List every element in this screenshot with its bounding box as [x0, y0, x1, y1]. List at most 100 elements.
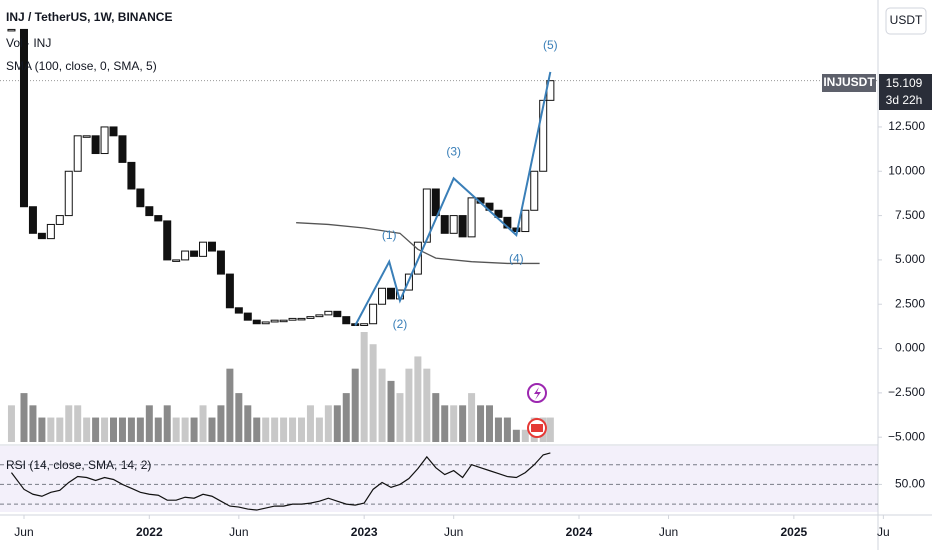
candle: [19, 28, 28, 208]
volume-bar: [190, 417, 198, 442]
volume-bar: [172, 417, 180, 442]
candle: [431, 188, 440, 217]
x-tick-label: 2025: [781, 525, 808, 539]
volume-bar: [136, 417, 144, 442]
candle: [539, 99, 548, 172]
x-tick-label: 2024: [566, 525, 593, 539]
currency-button[interactable]: [885, 7, 927, 35]
wave-label: (5): [543, 38, 558, 52]
symbol-label: INJUSDT: [823, 75, 875, 89]
volume-bar: [280, 417, 288, 442]
candle: [82, 135, 91, 138]
candle: [521, 209, 530, 233]
volume-bar: [74, 405, 82, 442]
candle: [64, 170, 73, 217]
x-tick-label: 2023: [351, 525, 378, 539]
volume-bar: [118, 417, 126, 442]
volume-bar: [47, 417, 55, 442]
x-tick-label: Ju: [877, 525, 890, 539]
candle: [100, 126, 109, 155]
volume-bar: [351, 368, 359, 442]
candle: [333, 310, 342, 318]
volume-bar: [271, 417, 279, 442]
volume-bar: [378, 368, 386, 442]
rsi-tick-label: 50.00: [895, 477, 925, 491]
candle: [234, 307, 243, 314]
last-price-bg: [879, 74, 932, 110]
event-icon-glyph: [534, 387, 541, 400]
wave-label: (1): [382, 228, 397, 242]
countdown: 3d 22h: [886, 93, 923, 107]
volume-bar: [521, 429, 529, 442]
volume-bar: [459, 405, 467, 442]
volume-bar: [262, 417, 270, 442]
economic-icon-glyph: [531, 424, 543, 432]
candle: [154, 215, 163, 222]
candle: [207, 241, 216, 252]
candle: [199, 241, 208, 257]
candle: [73, 135, 82, 172]
candle: [324, 310, 333, 316]
candle: [91, 135, 100, 155]
y-tick-label: 12.500: [888, 119, 925, 133]
volume-bar: [297, 417, 305, 442]
candle: [530, 170, 539, 211]
volume-bar: [208, 417, 216, 442]
candle: [145, 206, 154, 217]
volume-bar: [468, 393, 476, 442]
sma-title: SMA (100, close, 0, SMA, 5): [6, 59, 157, 73]
candle: [369, 303, 378, 325]
candle: [378, 287, 387, 305]
x-tick-label: Jun: [14, 525, 33, 539]
candle: [449, 215, 458, 234]
candle: [297, 317, 306, 321]
wave-label: (3): [446, 145, 461, 159]
currency: USDT: [890, 13, 923, 27]
volume-bar: [423, 368, 431, 442]
volume-bar: [253, 417, 261, 442]
volume-bar: [512, 429, 520, 442]
volume-bar: [315, 417, 323, 442]
x-tick-label: Jun: [659, 525, 678, 539]
volume-bar: [7, 405, 15, 442]
candle: [172, 259, 181, 262]
volume-bar: [163, 405, 171, 442]
wave-label: (2): [393, 317, 408, 331]
volume-bar: [226, 368, 234, 442]
volume-bar: [503, 417, 511, 442]
volume-bar: [405, 368, 413, 442]
volume-bar: [477, 405, 485, 442]
candle: [46, 223, 55, 240]
volume-bar: [181, 417, 189, 442]
candle: [422, 188, 431, 243]
volume-bar: [56, 417, 64, 442]
last-price: 15.109: [886, 76, 923, 90]
volume-bar: [432, 393, 440, 442]
y-tick-label: 5.000: [895, 252, 925, 266]
candle: [243, 312, 252, 321]
candle: [288, 317, 297, 321]
candle: [109, 126, 118, 137]
volume-bar: [387, 380, 395, 442]
candle: [494, 209, 503, 218]
volume-bar: [127, 417, 135, 442]
x-tick-label: Jun: [229, 525, 248, 539]
candle: [306, 316, 315, 319]
candle: [37, 232, 46, 240]
volume-bar: [29, 405, 37, 442]
candle: [127, 161, 136, 190]
chart-title: INJ / TetherUS, 1W, BINANCE: [6, 10, 172, 24]
volume-bar: [199, 405, 207, 442]
y-tick-label: 10.000: [888, 163, 925, 177]
candle: [118, 135, 127, 163]
volume-bar: [145, 405, 153, 442]
candle: [458, 215, 467, 238]
y-tick-label: −2.500: [888, 385, 925, 399]
candle: [270, 319, 279, 323]
candle: [28, 206, 37, 234]
rsi-title: RSI (14, close, SMA, 14, 2): [6, 458, 151, 472]
volume-bar: [324, 405, 332, 442]
candle: [7, 28, 16, 32]
candle: [342, 316, 351, 325]
